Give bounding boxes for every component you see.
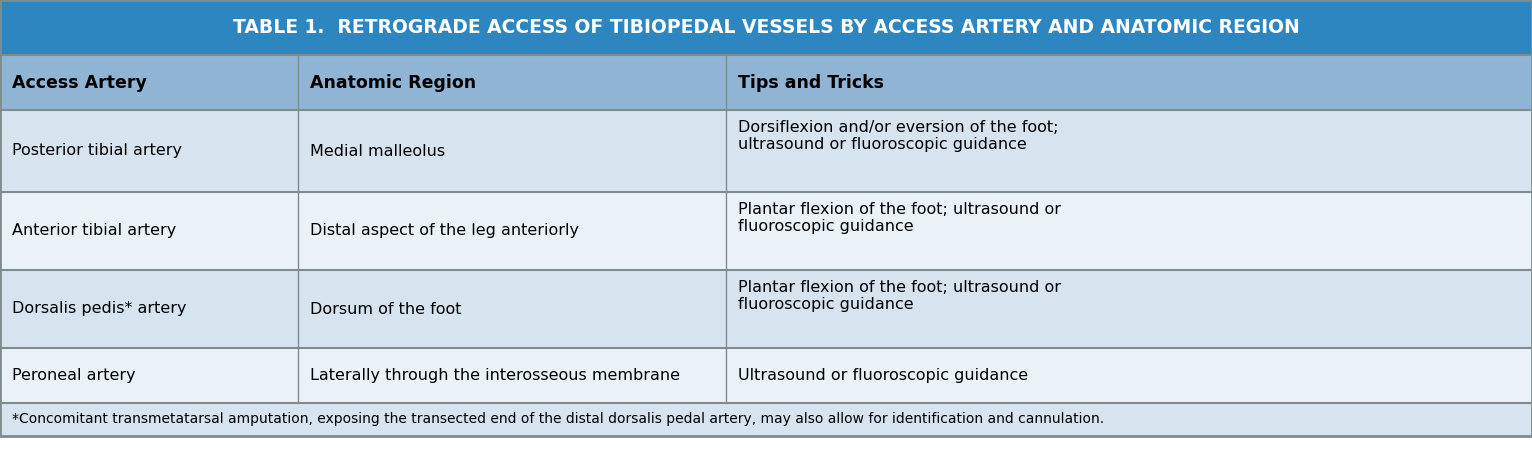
Text: Ultrasound or fluoroscopic guidance: Ultrasound or fluoroscopic guidance [738,368,1028,383]
Bar [0,55,299,110]
Text: TABLE 1.  RETROGRADE ACCESS OF TIBIOPEDAL VESSELS BY ACCESS ARTERY AND ANATOMIC : TABLE 1. RETROGRADE ACCESS OF TIBIOPEDAL… [233,18,1299,37]
Bar [299,192,726,270]
Bar [299,55,726,110]
Text: Distal aspect of the leg anteriorly: Distal aspect of the leg anteriorly [309,224,579,239]
Bar [0,110,299,192]
Bar [299,348,726,403]
Bar [0,403,1532,436]
Text: Tips and Tricks: Tips and Tricks [738,74,884,91]
Text: Medial malleolus: Medial malleolus [309,144,446,158]
Text: Anterior tibial artery: Anterior tibial artery [12,224,176,239]
Text: Access Artery: Access Artery [12,74,147,91]
Text: Plantar flexion of the foot; ultrasound or
fluoroscopic guidance: Plantar flexion of the foot; ultrasound … [738,280,1062,312]
Bar [726,192,1532,270]
Bar [726,270,1532,348]
Bar [299,110,726,192]
Text: Dorsiflexion and/or eversion of the foot;
ultrasound or fluoroscopic guidance: Dorsiflexion and/or eversion of the foot… [738,120,1059,152]
Bar [726,348,1532,403]
Text: *Concomitant transmetatarsal amputation, exposing the transected end of the dist: *Concomitant transmetatarsal amputation,… [12,412,1105,426]
Text: Peroneal artery: Peroneal artery [12,368,136,383]
Text: Dorsalis pedis* artery: Dorsalis pedis* artery [12,302,187,316]
Text: Laterally through the interosseous membrane: Laterally through the interosseous membr… [309,368,680,383]
Bar [726,110,1532,192]
Bar [726,55,1532,110]
Text: Anatomic Region: Anatomic Region [309,74,476,91]
Text: Dorsum of the foot: Dorsum of the foot [309,302,461,316]
Bar [299,270,726,348]
Bar [0,192,299,270]
Text: Plantar flexion of the foot; ultrasound or
fluoroscopic guidance: Plantar flexion of the foot; ultrasound … [738,202,1062,234]
Bar [0,270,299,348]
Bar [0,0,1532,55]
Bar [0,348,299,403]
Text: Posterior tibial artery: Posterior tibial artery [12,144,182,158]
